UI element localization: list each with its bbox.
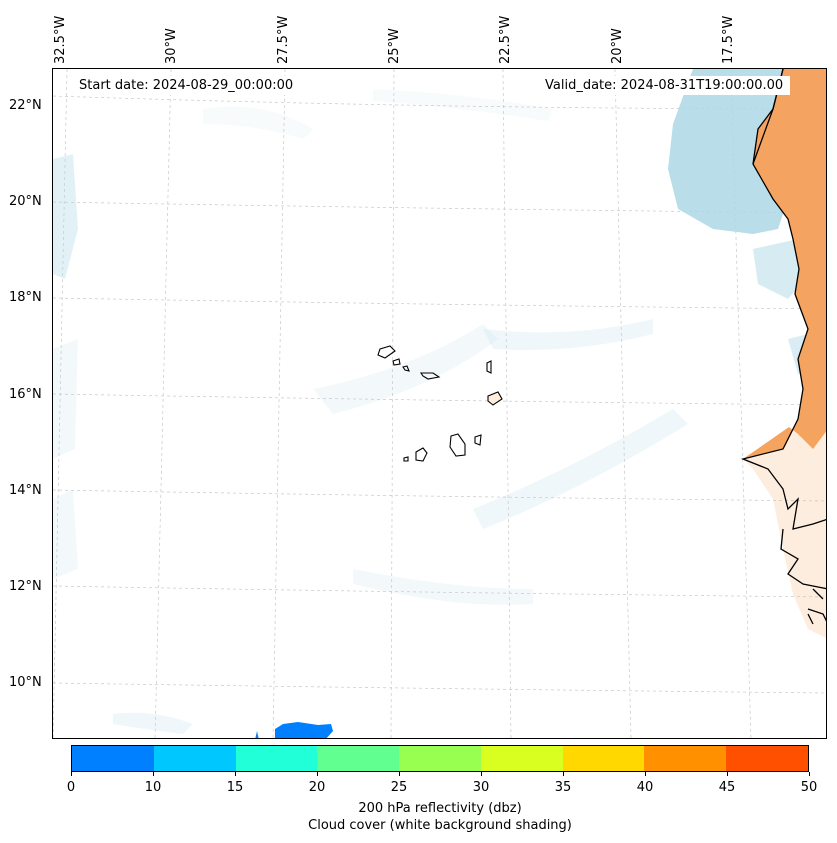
cape-verde-islands xyxy=(377,345,503,462)
island-brava xyxy=(403,456,409,462)
colorbar-tick-label: 35 xyxy=(554,780,572,795)
lat-label-16n: 16°N xyxy=(9,387,42,402)
map-canvas xyxy=(53,69,826,738)
colorbar-segment xyxy=(399,746,481,771)
colorbar-segment xyxy=(562,746,645,771)
lon-label-32-5w: 32.5°W xyxy=(53,15,68,64)
colorbar-tick-label: 40 xyxy=(636,780,654,795)
lat-label-12n: 12°N xyxy=(9,579,42,594)
lat-label-20n: 20°N xyxy=(9,194,42,209)
colorbar-label-reflectivity: 200 hPa reflectivity (dbz) xyxy=(358,801,522,816)
colorbar-label-cloud-cover: Cloud cover (white background shading) xyxy=(308,818,572,833)
lat-label-10n: 10°N xyxy=(9,675,42,690)
colorbar-tick-label: 30 xyxy=(472,780,490,795)
colorbar-tick-label: 10 xyxy=(144,780,162,795)
lon-label-30w: 30°W xyxy=(164,28,179,64)
colorbar-tick xyxy=(317,772,318,776)
island-santiago xyxy=(449,433,466,457)
lat-label-18n: 18°N xyxy=(9,290,42,305)
lon-label-17-5w: 17.5°W xyxy=(721,15,736,64)
reflectivity-patch xyxy=(255,722,333,738)
colorbar-segment xyxy=(153,746,236,771)
land-mass xyxy=(740,69,826,638)
island-sao-nicolau xyxy=(419,372,441,380)
reflectivity-colorbar xyxy=(71,745,809,772)
colorbar-segment xyxy=(726,746,809,771)
lat-label-14n: 14°N xyxy=(9,483,42,498)
island-santa-luzia xyxy=(402,365,410,372)
lon-label-20w: 20°W xyxy=(610,28,625,64)
colorbar-tick-label: 50 xyxy=(800,780,818,795)
colorbar-tick xyxy=(481,772,482,776)
colorbar-tick-label: 15 xyxy=(226,780,244,795)
colorbar-segment xyxy=(480,746,563,771)
lon-label-27-5w: 27.5°W xyxy=(276,15,291,64)
colorbar-tick xyxy=(645,772,646,776)
island-santo-antao xyxy=(377,345,396,359)
valid-date-label: Valid_date: 2024-08-31T19:00:00.00 xyxy=(538,76,791,95)
colorbar-tick xyxy=(235,772,236,776)
colorbar-segment xyxy=(644,746,727,771)
colorbar-tick xyxy=(71,772,72,776)
cloud-cover-shading xyxy=(53,69,826,734)
colorbar-tick xyxy=(399,772,400,776)
island-sao-vicente xyxy=(392,358,401,366)
colorbar-tick-label: 25 xyxy=(390,780,408,795)
colorbar-tick xyxy=(153,772,154,776)
lon-label-22-5w: 22.5°W xyxy=(498,15,513,64)
colorbar-tick-label: 45 xyxy=(718,780,736,795)
colorbar-tick xyxy=(563,772,564,776)
gridlines xyxy=(53,69,826,738)
lat-label-22n: 22°N xyxy=(9,98,42,113)
colorbar-tick-label: 20 xyxy=(308,780,326,795)
colorbar-tick-label: 0 xyxy=(66,780,76,795)
start-date-label: Start date: 2024-08-29_00:00:00 xyxy=(72,76,301,95)
island-fogo xyxy=(415,447,428,462)
map-panel[interactable] xyxy=(52,68,827,739)
lon-label-25w: 25°W xyxy=(387,28,402,64)
island-maio xyxy=(474,434,482,446)
colorbar-tick xyxy=(727,772,728,776)
colorbar-tick xyxy=(809,772,810,776)
colorbar-segment xyxy=(317,746,400,771)
island-sal xyxy=(486,360,492,374)
colorbar-segment xyxy=(235,746,318,771)
island-boa-vista xyxy=(487,391,503,406)
colorbar-segment xyxy=(72,746,154,771)
